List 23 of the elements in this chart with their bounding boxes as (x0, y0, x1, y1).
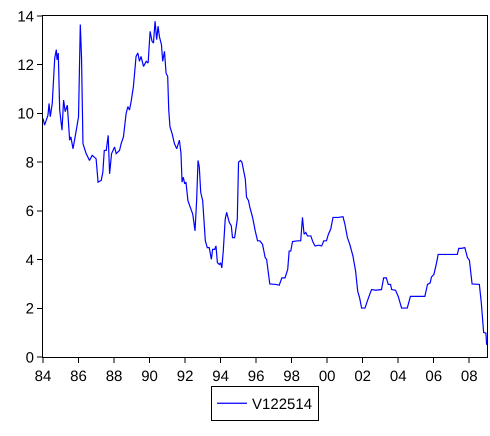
x-tick-label: 00 (318, 368, 336, 385)
x-tick-label: 96 (248, 368, 264, 385)
x-tick-label: 86 (70, 368, 87, 385)
x-tick-label: 08 (460, 368, 478, 385)
line-series (43, 20, 487, 346)
x-tick-label: 90 (141, 368, 158, 385)
y-tick-label: 8 (26, 154, 34, 172)
y-tick-label: 10 (17, 106, 34, 123)
x-tick-label: 84 (34, 368, 52, 385)
y-tick-label: 4 (26, 252, 34, 269)
y-tick-label: 6 (26, 203, 34, 220)
y-tick-label: 0 (26, 349, 34, 366)
x-tick-label: 88 (106, 368, 122, 385)
x-tick-label: 02 (354, 368, 372, 385)
x-tick-label: 06 (425, 368, 442, 385)
y-tick-label: 14 (17, 8, 34, 26)
legend-label: V122514 (252, 396, 312, 414)
x-tick-label: 04 (390, 368, 407, 385)
x-tick-label: 92 (176, 368, 194, 385)
y-tick-label: 2 (26, 300, 34, 318)
y-tick-label: 12 (17, 56, 34, 74)
x-tick-label: 98 (283, 368, 300, 385)
x-tick-label: 94 (212, 368, 229, 385)
